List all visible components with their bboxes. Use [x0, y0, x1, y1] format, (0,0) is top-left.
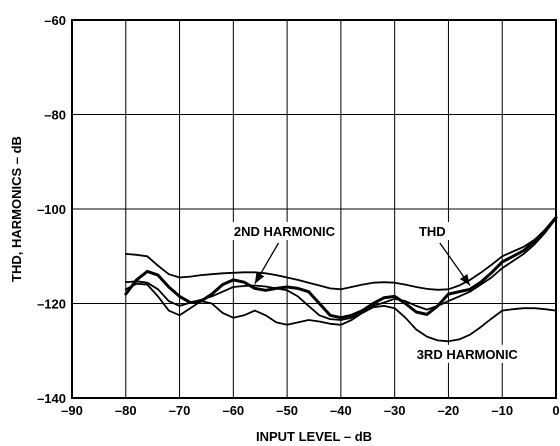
x-tick-label: –90 — [61, 403, 83, 418]
annotation-label: 2ND HARMONIC — [234, 224, 336, 239]
x-tick-label: –20 — [438, 403, 460, 418]
x-tick-label: –50 — [276, 403, 298, 418]
x-tick-label: –60 — [222, 403, 244, 418]
plot-frame — [71, 19, 557, 399]
grid — [71, 19, 557, 399]
series-lines — [124, 216, 558, 343]
x-tick-label: –40 — [330, 403, 352, 418]
series-line-unlabeled-2 — [124, 216, 558, 320]
y-tick-label: –100 — [37, 202, 66, 217]
series-line-thd — [124, 217, 557, 291]
annotations: 2ND HARMONIC THD 3RD HARMONIC — [228, 221, 523, 363]
annotation-label: THD — [419, 224, 446, 239]
y-axis-title: THD, HARMONICS – dB — [9, 136, 24, 282]
y-tick-label: –120 — [37, 297, 66, 312]
annotation-arrowhead — [254, 271, 265, 284]
x-tick-label: –30 — [384, 403, 406, 418]
x-tick-label: –70 — [169, 403, 191, 418]
plot-border — [71, 19, 557, 399]
annotation-background — [415, 221, 450, 240]
annotation-arrowhead — [459, 273, 470, 286]
x-tick-label: –80 — [115, 403, 137, 418]
series-line-3rd-harmonic — [124, 282, 557, 343]
x-tick-label: –10 — [491, 403, 513, 418]
annotation-background — [411, 344, 523, 363]
y-tick-label: –60 — [44, 13, 66, 28]
y-tick-label: –140 — [37, 391, 66, 406]
y-tick-label: –80 — [44, 108, 66, 123]
x-axis-title: INPUT LEVEL – dB — [256, 429, 372, 444]
annotation-label: 3RD HARMONIC — [417, 347, 519, 362]
tick-labels: –90 –80 –70 –60 –50 –40 –30 –20 –10 0–140–120–100… — [37, 13, 560, 418]
annotation-background — [228, 221, 341, 240]
x-tick-label: 0 — [552, 403, 559, 418]
